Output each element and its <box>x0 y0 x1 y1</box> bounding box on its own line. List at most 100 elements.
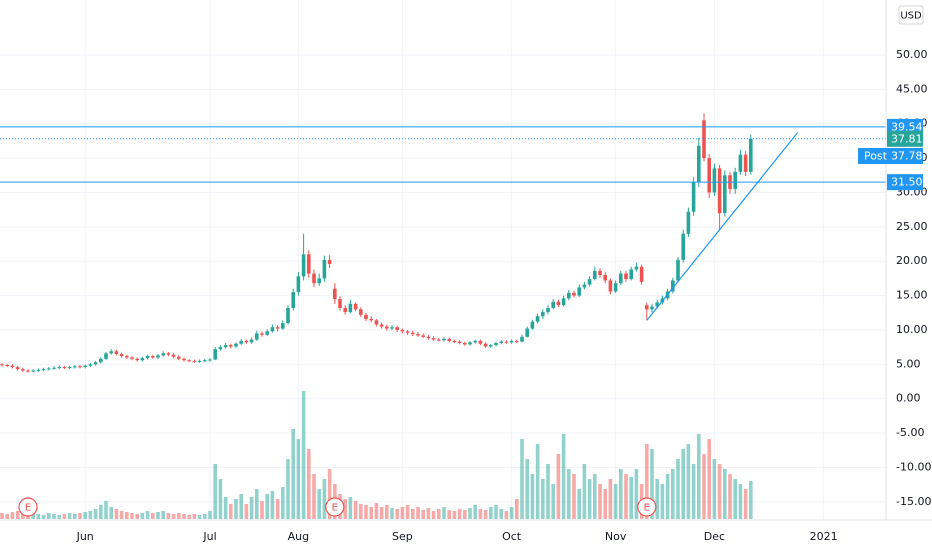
volume-bar <box>161 511 165 519</box>
volume-bar <box>171 514 176 519</box>
volume-bar <box>681 449 685 519</box>
volume-bar <box>364 505 368 519</box>
volume-bar <box>275 499 280 519</box>
candle-body <box>556 301 561 306</box>
candle-body <box>457 341 462 344</box>
y-tick-label: 20.00 <box>896 254 928 267</box>
volume-bar <box>73 514 77 519</box>
candle-body <box>431 338 436 340</box>
x-tick-label: Jul <box>202 530 216 543</box>
candle-body <box>36 369 41 371</box>
volume-bar <box>0 513 4 519</box>
volume-bar <box>229 504 233 519</box>
candle-body <box>333 288 337 300</box>
volume-bar <box>301 391 306 519</box>
volume-bar <box>291 429 295 519</box>
candle-body <box>629 269 633 280</box>
volume-bar <box>83 512 87 519</box>
candle-body <box>478 340 483 344</box>
volume-bar <box>62 514 67 519</box>
candle-body <box>182 358 186 361</box>
candle-body <box>125 356 129 358</box>
volume-bar <box>41 515 46 519</box>
candle-body <box>93 362 98 365</box>
candle-body <box>156 355 160 358</box>
volume-bar <box>104 501 108 519</box>
x-tick-label: Oct <box>502 530 522 543</box>
volume-bar <box>520 439 524 519</box>
volume-bar <box>660 484 665 519</box>
volume-bar <box>15 511 20 519</box>
volume-bar <box>567 469 571 519</box>
level-label: 31.50 <box>891 176 923 189</box>
candle-body <box>593 270 597 280</box>
candle-body <box>327 259 332 264</box>
volume-bar <box>619 469 623 519</box>
candle-body <box>0 364 4 366</box>
volume-bar <box>182 514 186 519</box>
candle-body <box>104 353 108 359</box>
volume-bar <box>322 479 327 519</box>
volume-bar <box>442 507 446 519</box>
volume-bar <box>457 509 462 519</box>
x-tick-label: Dec <box>704 530 725 543</box>
volume-bar <box>192 514 197 519</box>
volume-bar <box>99 505 103 519</box>
candle-body <box>67 367 72 369</box>
volume-bar <box>405 505 410 519</box>
candle-body <box>499 341 503 344</box>
candle-body <box>650 306 654 310</box>
volume-bar <box>36 514 41 519</box>
candle-body <box>723 175 727 214</box>
volume-bar <box>296 439 301 519</box>
volume-bar <box>561 434 566 519</box>
y-tick-label: 10.00 <box>896 323 928 336</box>
volume-bar <box>130 513 134 519</box>
candle-body <box>31 370 35 372</box>
volume-bar <box>5 514 9 519</box>
volume-bar <box>676 459 680 519</box>
currency-label: USD <box>900 11 922 22</box>
candle-body <box>561 298 566 306</box>
candle-body <box>171 354 176 357</box>
volume-bar <box>421 510 425 519</box>
candle-body <box>88 364 93 366</box>
candle-body <box>504 341 509 343</box>
candle-body <box>197 360 202 362</box>
volume-bar <box>416 507 420 519</box>
volume-bar <box>265 494 269 519</box>
candle-body <box>452 340 457 342</box>
currency-badge[interactable] <box>898 5 924 25</box>
volume-bar <box>608 479 613 519</box>
candle-body <box>515 340 519 342</box>
candle-body <box>140 358 145 361</box>
volume-bar <box>400 507 405 519</box>
volume-bar <box>525 459 529 519</box>
candle-body <box>411 332 415 335</box>
level-tag <box>887 174 923 191</box>
post-tag <box>858 147 923 164</box>
candle-body <box>301 254 306 277</box>
volume-bar <box>426 508 431 519</box>
last-price-label: 37.81 <box>891 132 923 145</box>
candle-body <box>567 292 571 299</box>
volume-bar <box>499 509 503 519</box>
candle-body <box>671 280 675 292</box>
candle-body <box>145 356 150 359</box>
volume-bar <box>697 434 701 519</box>
candle-body <box>707 158 711 193</box>
candle-body <box>468 342 472 345</box>
earnings-marker <box>325 497 345 517</box>
volume-bar <box>166 513 171 519</box>
candle-body <box>21 369 25 371</box>
volume-bar <box>21 513 25 519</box>
volume-bar <box>135 514 139 519</box>
volume-bar <box>286 459 290 519</box>
candle-body <box>255 333 259 340</box>
level-label: 39.54 <box>891 120 923 133</box>
volume-bar <box>541 479 545 519</box>
last-price-tag <box>887 130 923 147</box>
candle-body <box>359 309 363 315</box>
candle-body <box>379 324 384 327</box>
